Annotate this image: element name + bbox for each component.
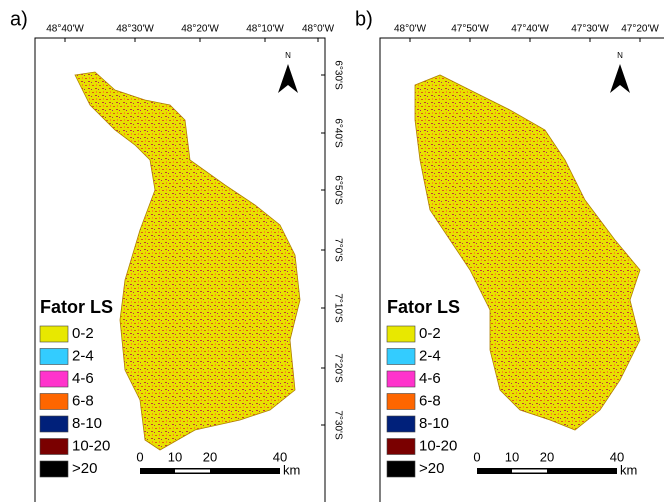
top-tick-label: 48°10'W: [246, 24, 284, 35]
top-tick-label: 47°20'W: [621, 24, 659, 35]
scale-label: 20: [540, 449, 554, 464]
legend-label: >20: [419, 460, 444, 477]
scale-label: 40: [610, 449, 624, 464]
scale-unit: km: [283, 462, 300, 477]
right-tick-label: 6°50'S: [332, 175, 343, 205]
top-tick-label: 48°20'W: [181, 24, 219, 35]
legend-swatch: [39, 438, 69, 455]
scale-label: 10: [168, 449, 182, 464]
legend-label: 2-4: [419, 347, 441, 364]
scale-unit: km: [620, 462, 637, 477]
legend-label: 0-2: [419, 325, 441, 342]
legend-label: 6-8: [419, 392, 441, 409]
legend-swatch: [386, 370, 416, 388]
legend-title: Fator LS: [40, 297, 113, 317]
legend-swatch: [39, 393, 69, 410]
top-tick-label: 48°0'W: [302, 24, 335, 35]
north-label: N: [617, 51, 623, 60]
legend-label: 4-6: [419, 370, 441, 387]
right-tick-label: 6°40'S: [332, 118, 343, 148]
legend-swatch: [386, 393, 416, 410]
legend-label: 2-4: [72, 347, 94, 364]
right-tick-label: 7°30'S: [332, 410, 343, 440]
basin: [74, 71, 301, 451]
panel-label: b): [355, 8, 373, 30]
top-tick-label: 47°50'W: [451, 24, 489, 35]
legend-swatch: [39, 415, 69, 433]
right-tick-label: 7°10'S: [332, 293, 343, 323]
legend-swatch: [39, 348, 69, 365]
north-label: N: [285, 51, 291, 60]
scale-label: 40: [273, 449, 287, 464]
north-arrow: [278, 64, 298, 93]
panel-label: a): [10, 8, 28, 30]
right-tick-label: 7°20'S: [332, 353, 343, 383]
legend-label: 0-2: [72, 325, 94, 342]
legend-label: 8-10: [72, 415, 102, 432]
legend-label: >20: [72, 460, 97, 477]
legend-swatch: [386, 325, 416, 343]
basin: [414, 74, 641, 431]
map-frame: [379, 37, 664, 502]
scale-bar: [175, 469, 210, 473]
north-arrow: [610, 64, 630, 93]
legend-swatch: [386, 415, 416, 433]
legend-swatch: [39, 370, 69, 388]
legend-swatch: [386, 438, 416, 455]
scale-label: 10: [505, 449, 519, 464]
legend-label: 10-20: [419, 437, 457, 454]
legend-swatch: [39, 325, 69, 343]
legend-swatch: [39, 460, 69, 478]
top-tick-label: 48°40'W: [46, 24, 84, 35]
legend-label: 4-6: [72, 370, 94, 387]
top-tick-label: 48°0'W: [394, 24, 427, 35]
legend-label: 6-8: [72, 392, 94, 409]
legend-swatch: [386, 348, 416, 365]
scale-label: 0: [473, 449, 480, 464]
legend-title: Fator LS: [387, 297, 460, 317]
legend-swatch: [386, 460, 416, 478]
top-tick-label: 47°30'W: [571, 24, 609, 35]
scale-label: 20: [203, 449, 217, 464]
scale-label: 0: [136, 449, 143, 464]
legend-label: 8-10: [419, 415, 449, 432]
right-tick-label: 6°30'S: [332, 60, 343, 90]
legend-label: 10-20: [72, 437, 110, 454]
top-tick-label: 47°40'W: [511, 24, 549, 35]
right-tick-label: 7°0'S: [332, 238, 343, 262]
map-frame: [34, 37, 326, 502]
scale-bar: [512, 469, 547, 473]
top-tick-label: 48°30'W: [116, 24, 154, 35]
